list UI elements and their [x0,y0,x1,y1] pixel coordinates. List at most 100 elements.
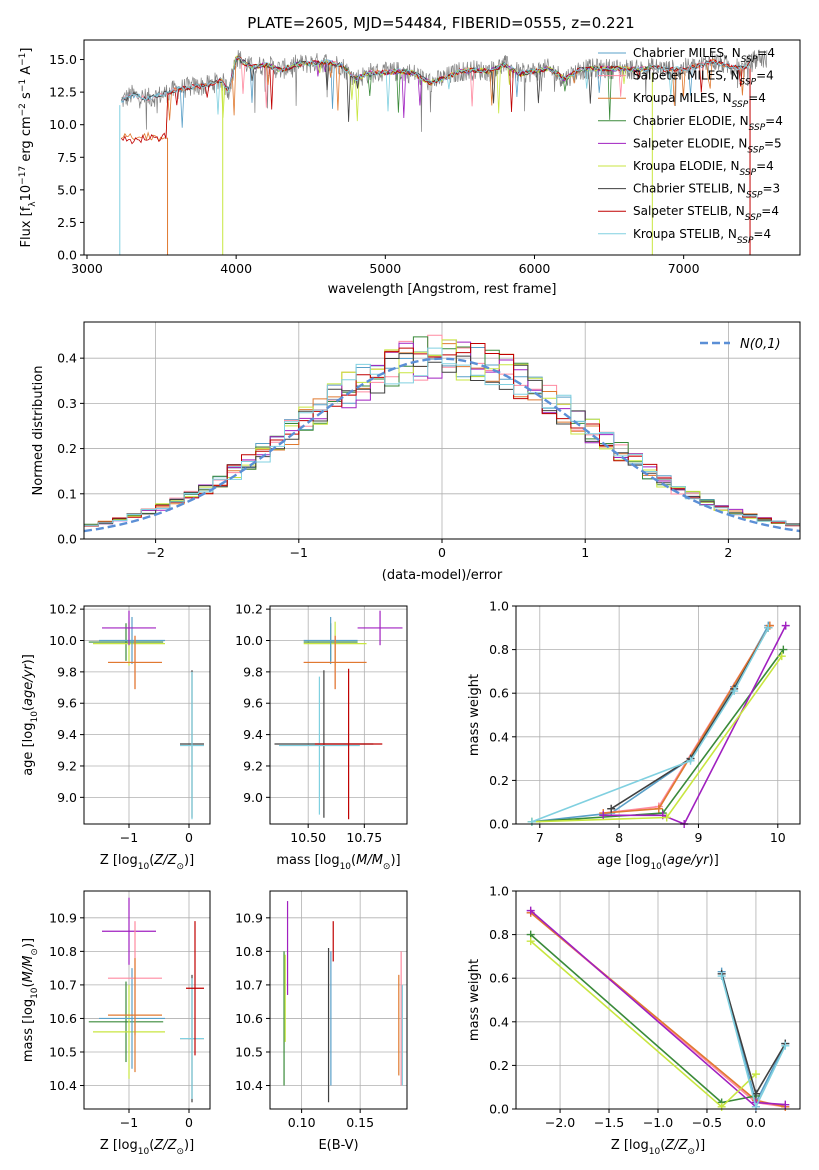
spectrum-axes: 3000 4000 5000 6000 7000 0.0 2.5 5.0 7.5 10.0 12.5… [18,46,783,297]
y-tick-label: 10.0 [235,633,263,648]
y-tick-label: 0.0 [57,532,77,547]
y-tick-label: 0.4 [489,729,509,744]
x-tick-label: 4000 [220,261,252,276]
y-tick-label: 9.4 [243,727,263,742]
legend-label: Salpeter ELODIE, NSSP=5 [633,136,782,155]
y-axis-label: age [log10(age/yr)] [21,654,40,776]
y-tick-label: 10.6 [49,1011,77,1026]
x-tick-label: −2.0 [545,1115,575,1130]
y-tick-label: 15.0 [49,52,77,67]
y-tick-label: 10.5 [235,1044,263,1059]
x-tick-label: −1 [120,830,138,845]
figure-title: PLATE=2605, MJD=54484, FIBERID=0555, z=0… [247,14,634,32]
weight-point-marker [781,621,790,630]
residual-frame [83,321,801,540]
y-tick-label: 12.5 [49,85,77,100]
y-tick-label: 0.2 [57,441,77,456]
y-tick-label: 0.6 [489,971,509,986]
x-tick-label: 2 [724,545,732,560]
weight-series-line [531,655,783,823]
weight-point-marker [526,906,535,915]
mass-vs-EBV-frame [269,890,408,1110]
y-tick-label: 9.0 [243,790,263,805]
y-tick-label: 10.6 [235,1011,263,1026]
weight-point-marker [779,645,788,654]
x-tick-label: 5000 [369,261,401,276]
weight-point-marker [527,817,536,826]
y-tick-label: 7.5 [57,150,77,165]
spectrum-frame [83,39,801,256]
x-tick-label: 7000 [668,261,700,276]
age-vs-mass-points [274,610,403,820]
x-tick-label: 9 [694,830,702,845]
y-tick-label: 0.0 [489,1102,509,1117]
weight-series-line [603,625,787,826]
y-tick-label: 9.0 [57,790,77,805]
legend-label: Kroupa ELODIE, NSSP=4 [633,159,774,178]
gaussian-curve [84,357,800,533]
x-tick-label: 6000 [519,261,551,276]
x-tick-label: −1.0 [643,1115,673,1130]
y-tick-label: 0.2 [489,1058,509,1073]
x-axis-label: mass [log10(M/M⊙)] [276,853,400,872]
legend-label: N(0,1) [740,337,781,352]
x-tick-label: −0.5 [692,1115,722,1130]
mass-vs-Z-axes: −1 0 10.4 10.5 10.6 10.7 10.8 10.9 Z [log10(Z/Z⊙… [21,891,210,1157]
spectrum-model-line [121,56,750,145]
mass-vs-EBV-axes: 0.10 0.15 10.4 10.5 10.6 10.7 10.8 10.9 E(B-V) [235,891,407,1153]
y-tick-label: 9.2 [57,758,77,773]
y-axis-label: Flux [fλ10−17 erg cm−2 s−1 A−1] [18,48,38,248]
y-tick-label: 9.8 [57,664,77,679]
y-tick-label: 0.2 [489,773,509,788]
x-tick-label: −1 [290,545,308,560]
y-tick-label: 10.9 [49,910,77,925]
y-tick-label: 10.8 [235,944,263,959]
spectrum-plot [119,49,768,255]
y-tick-label: 10.0 [49,633,77,648]
y-tick-label: 0.0 [57,248,77,263]
x-tick-label: 0 [438,545,446,560]
y-tick-label: 10.4 [49,1078,77,1093]
x-tick-label: 10 [770,830,786,845]
y-tick-label: 10.9 [235,910,263,925]
age-vs-Z-frame [83,605,211,825]
x-tick-label: −1.5 [594,1115,624,1130]
y-tick-label: 0.6 [489,686,509,701]
weight-vs-Z-axes: −2.0 −1.5 −1.0 −0.5 0.0 0.0 0.2 0.4 0.6 0.8 1.0 mas… [467,884,800,1157]
y-axis-label: mass weight [467,959,482,1041]
weight-series-line [531,649,784,823]
age-vs-mass-frame [269,605,408,825]
y-tick-label: 10.7 [235,977,263,992]
legend-label: Kroupa MILES, NSSP=4 [633,91,766,110]
weight-point-marker [781,1100,790,1109]
y-tick-label: 10.0 [49,117,77,132]
legend-label: Chabrier ELODIE, NSSP=4 [633,114,783,133]
y-tick-label: 0.8 [489,642,509,657]
y-tick-label: 0.3 [57,396,77,411]
x-tick-label: 1 [581,545,589,560]
x-tick-label: 10.50 [290,830,326,845]
age-vs-Z-axes: −1 0 9.0 9.2 9.4 9.6 9.8 10.0 10.2 Z [log10(Z/Z⊙)… [21,602,210,872]
residuals-axes: −2 −1 0 1 2 0.0 0.1 0.2 0.3 0.4 (data-model)/error… [31,322,800,583]
x-axis-label: (data-model)/error [382,568,503,583]
x-axis-label: Z [log10(Z/Z⊙)] [100,853,194,872]
y-tick-label: 9.4 [57,727,77,742]
weight-point-marker [764,623,773,632]
y-axis-label: mass [log10(M/M⊙)] [21,938,40,1062]
weight-point-marker [751,1070,760,1079]
age-vs-Z-points [88,610,204,820]
x-axis-label: Z [log10(Z/Z⊙)] [611,1138,705,1157]
x-tick-label: 0 [185,830,193,845]
spectrum-legend: Chabrier MILES, NSSP=4 Salpeter MILES, NS… [598,46,783,246]
legend-label: Salpeter STELIB, NSSP=4 [633,204,779,223]
x-axis-label: Z [log10(Z/Z⊙)] [100,1138,194,1157]
y-axis-label: Normed distribution [31,366,46,496]
y-tick-label: 0.1 [57,486,77,501]
legend-label: Chabrier MILES, NSSP=4 [633,46,775,65]
y-tick-label: 10.2 [49,602,77,617]
legend-label: Chabrier STELIB, NSSP=3 [633,182,780,201]
y-tick-label: 0.8 [489,927,509,942]
x-tick-label: 7 [536,830,544,845]
x-tick-label: 0 [185,1115,193,1130]
